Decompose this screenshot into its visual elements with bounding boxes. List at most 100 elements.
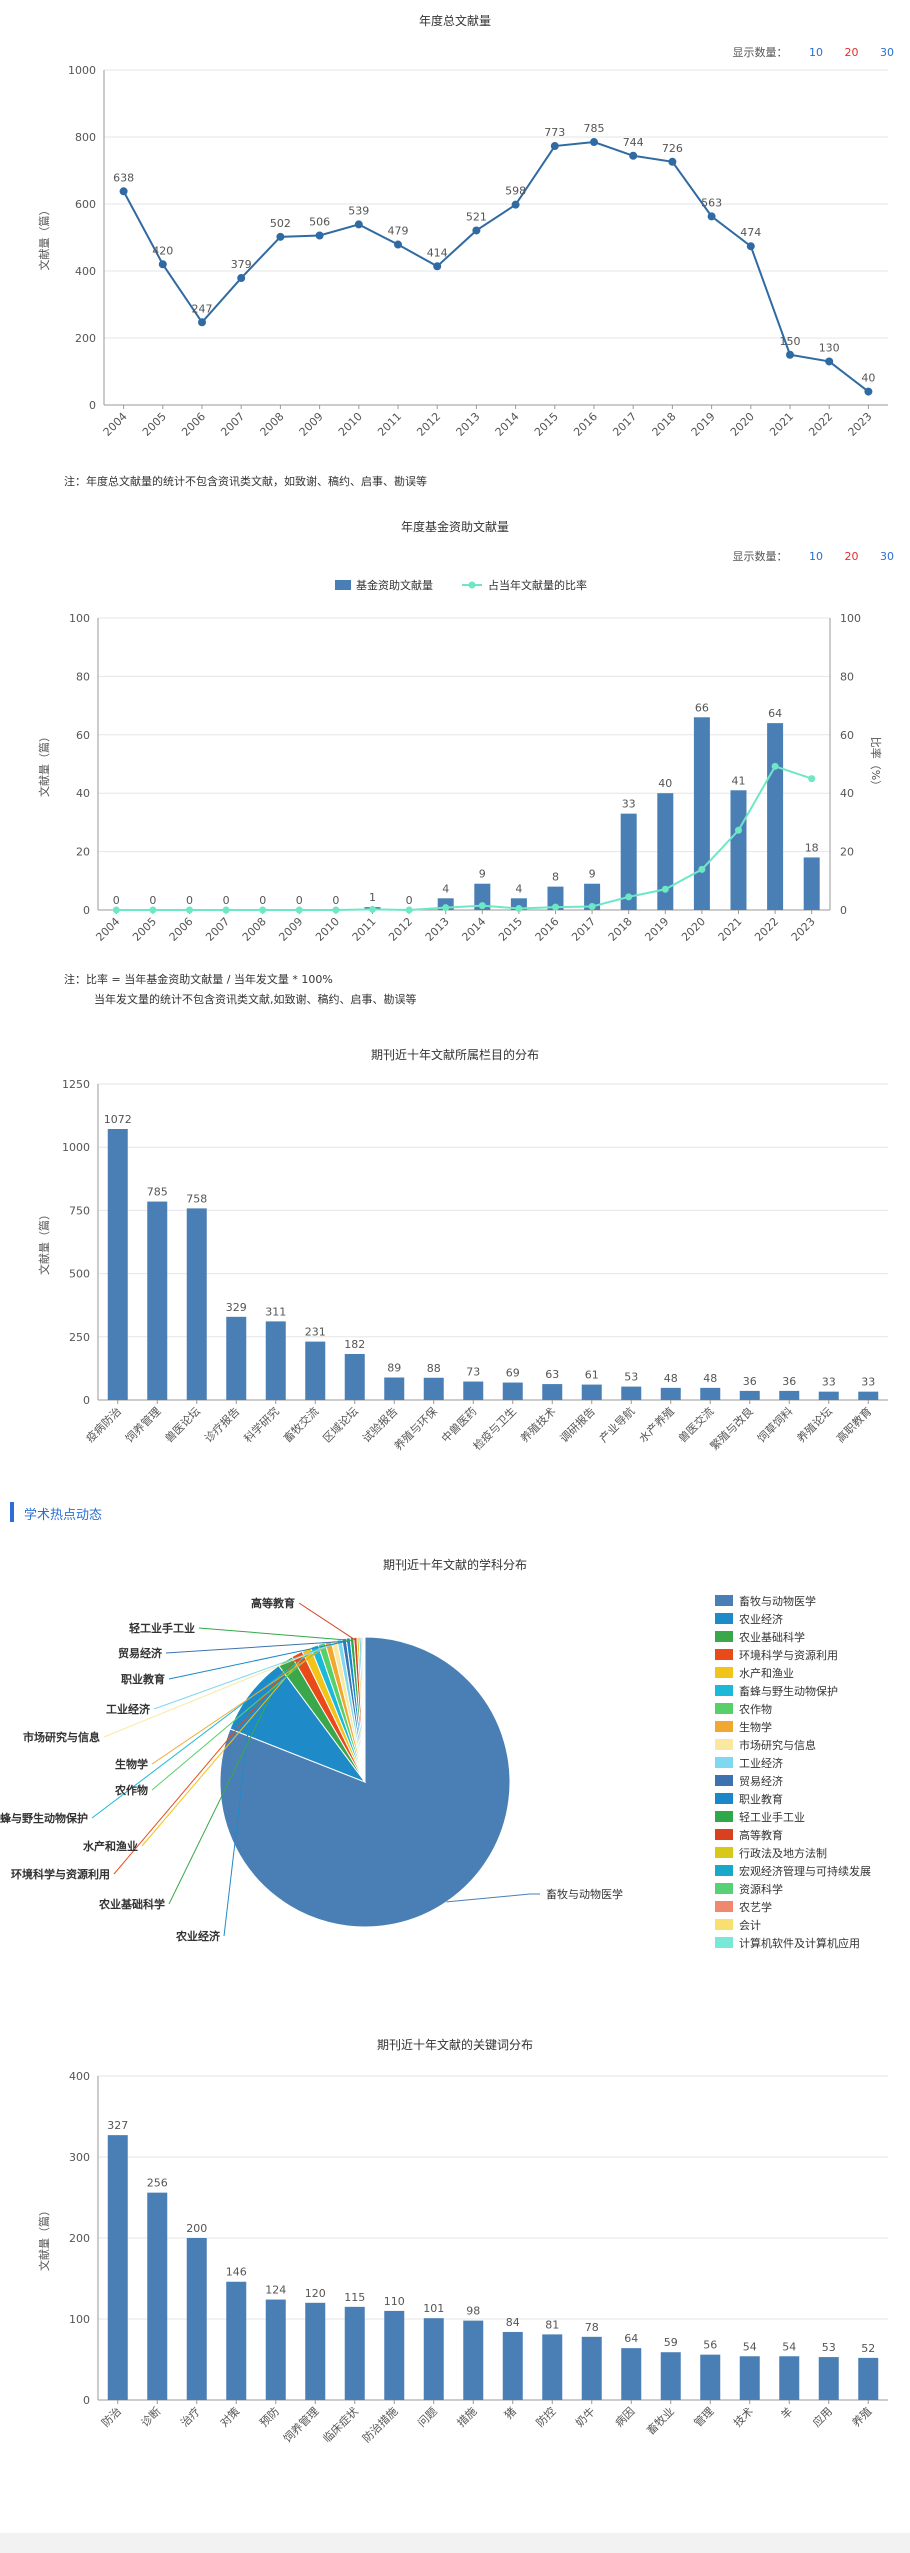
funded-ratio-point[interactable]: [112, 906, 120, 914]
funded-ratio-point[interactable]: [442, 904, 450, 912]
annual-point[interactable]: [825, 357, 834, 366]
funded-bar[interactable]: [693, 717, 710, 910]
funded-ratio-point[interactable]: [735, 826, 742, 834]
funded-bar[interactable]: [547, 886, 564, 910]
columns-bar[interactable]: [147, 1201, 168, 1400]
keywords-bar[interactable]: [344, 2306, 365, 2400]
annual-point[interactable]: [550, 142, 559, 151]
columns-bar[interactable]: [818, 1391, 839, 1400]
columns-bar[interactable]: [265, 1321, 286, 1400]
annual-point[interactable]: [786, 350, 794, 359]
keywords-bar[interactable]: [779, 2356, 800, 2400]
pie-legend-label[interactable]: 农业经济: [739, 1612, 783, 1626]
pie-legend-label[interactable]: 农艺学: [739, 1900, 772, 1914]
annual-point[interactable]: [746, 242, 755, 251]
funded-ratio-point[interactable]: [588, 902, 596, 910]
funded-bar[interactable]: [730, 790, 747, 910]
pie-legend-label[interactable]: 贸易经济: [739, 1774, 783, 1788]
funded-ratio-point[interactable]: [405, 906, 413, 914]
annual-point[interactable]: [629, 151, 638, 160]
funded-bar[interactable]: [620, 813, 637, 910]
show-count-20[interactable]: 20: [844, 550, 859, 563]
show-count-20[interactable]: 20: [844, 46, 859, 59]
annual-point[interactable]: [315, 231, 324, 240]
pie-legend-label[interactable]: 工业经济: [739, 1756, 783, 1770]
annual-point[interactable]: [354, 220, 363, 229]
annual-point[interactable]: [433, 262, 442, 271]
funded-ratio-point[interactable]: [698, 865, 706, 873]
keywords-bar[interactable]: [858, 2357, 879, 2400]
funded-ratio-point[interactable]: [515, 905, 523, 913]
columns-bar[interactable]: [186, 1208, 207, 1400]
funded-ratio-point[interactable]: [808, 775, 816, 783]
columns-bar[interactable]: [542, 1384, 563, 1400]
keywords-bar[interactable]: [226, 2281, 247, 2400]
pie-legend-label[interactable]: 农作物: [739, 1702, 772, 1716]
columns-bar[interactable]: [305, 1341, 326, 1400]
keywords-bar[interactable]: [502, 2331, 523, 2400]
funded-ratio-point[interactable]: [295, 906, 303, 914]
keywords-bar[interactable]: [660, 2352, 681, 2400]
pie-legend-label[interactable]: 轻工业手工业: [739, 1810, 805, 1824]
keywords-bar[interactable]: [186, 2238, 207, 2400]
annual-point[interactable]: [864, 387, 873, 396]
columns-bar[interactable]: [581, 1384, 602, 1400]
pie-legend-label[interactable]: 职业教育: [739, 1792, 783, 1806]
funded-ratio-point[interactable]: [186, 906, 193, 914]
funded-bar[interactable]: [657, 793, 674, 910]
funded-bar[interactable]: [510, 898, 527, 910]
legend-bar-label[interactable]: 基金资助文献量: [356, 578, 433, 592]
annual-point[interactable]: [472, 226, 481, 235]
keywords-bar[interactable]: [107, 2135, 128, 2400]
annual-point[interactable]: [198, 318, 206, 327]
keywords-bar[interactable]: [621, 2348, 642, 2400]
pie-legend-label[interactable]: 会计: [739, 1919, 761, 1932]
columns-bar[interactable]: [502, 1382, 523, 1400]
annual-point[interactable]: [237, 274, 246, 283]
keywords-bar[interactable]: [384, 2310, 405, 2400]
funded-ratio-point[interactable]: [625, 893, 633, 901]
annual-point[interactable]: [511, 200, 520, 209]
annual-point[interactable]: [276, 232, 285, 241]
annual-point[interactable]: [394, 240, 402, 249]
columns-bar[interactable]: [107, 1128, 128, 1400]
pie-legend-label[interactable]: 宏观经济管理与可持续发展: [739, 1864, 871, 1878]
keywords-bar[interactable]: [542, 2334, 563, 2400]
columns-bar[interactable]: [463, 1381, 484, 1400]
columns-bar[interactable]: [700, 1387, 721, 1400]
pie-legend-label[interactable]: 环境科学与资源利用: [739, 1648, 838, 1662]
funded-ratio-point[interactable]: [222, 906, 230, 914]
pie-legend-label[interactable]: 畜牧与动物医学: [739, 1594, 816, 1608]
columns-bar[interactable]: [858, 1391, 879, 1400]
keywords-bar[interactable]: [818, 2357, 839, 2400]
annual-point[interactable]: [590, 138, 598, 147]
pie-legend-label[interactable]: 水产和渔业: [739, 1666, 794, 1680]
funded-ratio-point[interactable]: [259, 906, 267, 914]
keywords-bar[interactable]: [700, 2354, 721, 2400]
keywords-bar[interactable]: [581, 2336, 602, 2400]
funded-ratio-point[interactable]: [771, 762, 779, 770]
columns-bar[interactable]: [344, 1353, 365, 1400]
pie-legend-label[interactable]: 市场研究与信息: [739, 1738, 816, 1752]
keywords-bar[interactable]: [265, 2299, 286, 2400]
keywords-bar[interactable]: [147, 2192, 168, 2400]
annual-point[interactable]: [119, 187, 128, 196]
pie-legend-label[interactable]: 资源科学: [739, 1882, 783, 1896]
columns-bar[interactable]: [739, 1390, 760, 1400]
funded-ratio-point[interactable]: [478, 902, 486, 910]
keywords-bar[interactable]: [423, 2318, 444, 2400]
funded-bar[interactable]: [584, 883, 601, 910]
legend-line-label[interactable]: 占当年文献量的比率: [488, 578, 587, 592]
annual-point[interactable]: [668, 157, 677, 166]
pie-legend-label[interactable]: 生物学: [739, 1720, 772, 1734]
funded-bar[interactable]: [803, 857, 820, 910]
keywords-bar[interactable]: [305, 2302, 326, 2400]
columns-bar[interactable]: [423, 1377, 444, 1400]
keywords-bar[interactable]: [463, 2320, 484, 2400]
funded-ratio-point[interactable]: [661, 885, 669, 893]
show-count-30[interactable]: 30: [880, 46, 894, 59]
show-count-10[interactable]: 10: [809, 46, 823, 59]
funded-ratio-point[interactable]: [552, 903, 559, 911]
funded-ratio-point[interactable]: [369, 905, 376, 913]
show-count-10[interactable]: 10: [809, 550, 823, 563]
